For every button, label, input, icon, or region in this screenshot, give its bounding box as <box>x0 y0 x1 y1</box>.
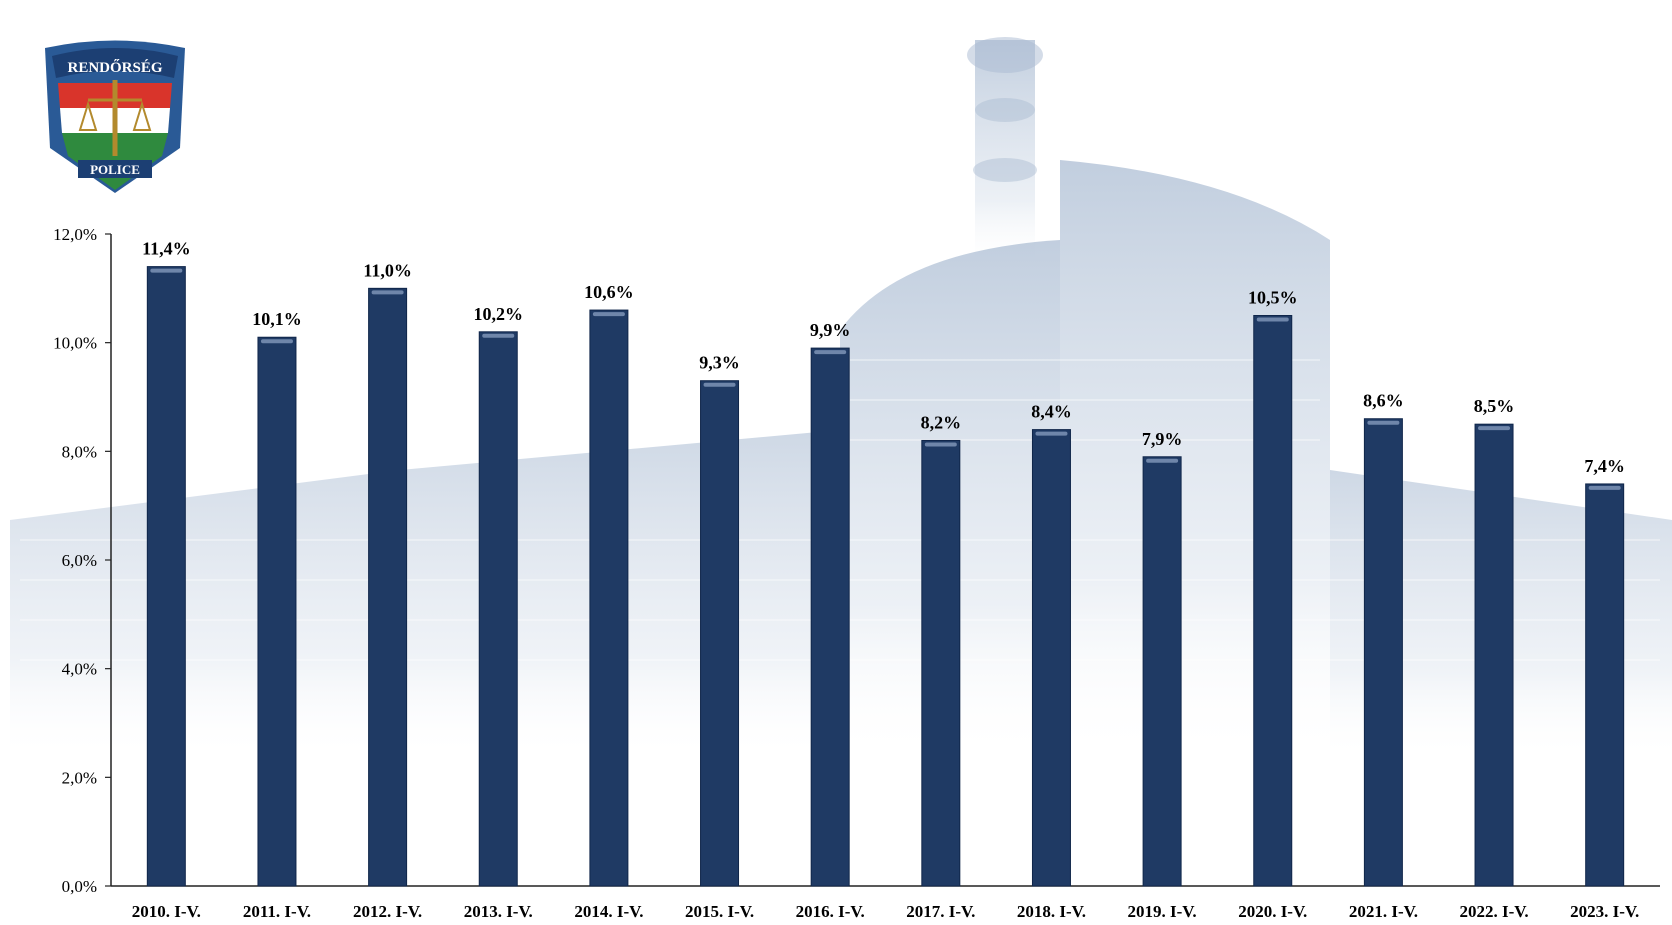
logo-bottom-text: POLICE <box>90 162 140 177</box>
logo-top-text: RENDŐRSÉG <box>67 59 162 76</box>
x-tick-label: 2011. I-V. <box>243 902 311 921</box>
bar <box>700 380 740 887</box>
x-tick-label: 2013. I-V. <box>464 902 533 921</box>
bar-top-highlight <box>814 350 847 355</box>
bar-top-highlight <box>1256 317 1289 322</box>
bar-top-highlight <box>482 333 515 338</box>
bar <box>478 331 518 887</box>
y-tick-label: 4,0% <box>62 660 97 679</box>
bar <box>1585 483 1625 887</box>
bar-top-highlight <box>703 382 736 387</box>
bar <box>146 266 186 887</box>
x-tick-label: 2012. I-V. <box>353 902 422 921</box>
bar-top-highlight <box>1588 485 1621 490</box>
x-tick-label: 2010. I-V. <box>132 902 201 921</box>
x-tick-label: 2018. I-V. <box>1017 902 1086 921</box>
y-tick-label: 10,0% <box>53 334 97 353</box>
y-tick-label: 6,0% <box>62 551 97 570</box>
data-label: 11,4% <box>142 239 191 259</box>
data-label: 7,9% <box>1142 429 1183 449</box>
bar-top-highlight <box>1146 458 1179 463</box>
bar <box>368 287 408 887</box>
bar <box>921 439 961 887</box>
bar-top-highlight <box>371 290 404 295</box>
x-tick-label: 2017. I-V. <box>906 902 975 921</box>
data-label: 8,4% <box>1031 402 1072 422</box>
data-label: 9,3% <box>699 353 740 373</box>
x-tick-label: 2021. I-V. <box>1349 902 1418 921</box>
bar-top-highlight <box>924 442 957 447</box>
data-labels: 11,4% 10,1% 11,0% 10,2% 10,6% 9,3% 9,9% 8,2% 8,4… <box>142 239 1625 476</box>
bar <box>1253 315 1293 887</box>
data-label: 8,6% <box>1363 391 1404 411</box>
y-tick-label: 12,0% <box>53 225 97 244</box>
bar <box>589 309 629 887</box>
data-label: 10,1% <box>252 309 302 329</box>
y-tick-label: 0,0% <box>62 877 97 896</box>
bar-top-highlight <box>592 312 625 317</box>
x-tick-label: 2015. I-V. <box>685 902 754 921</box>
bar <box>257 336 297 887</box>
x-tick-label: 2023. I-V. <box>1570 902 1639 921</box>
x-axis-labels: 2010. I-V. 2011. I-V. 2012. I-V. 2013. I-V.… <box>132 902 1639 921</box>
x-tick-label: 2019. I-V. <box>1128 902 1197 921</box>
data-label: 10,5% <box>1248 288 1298 308</box>
data-label: 11,0% <box>363 260 412 280</box>
data-label: 7,4% <box>1584 456 1625 476</box>
y-tick-label: 8,0% <box>62 442 97 461</box>
data-label: 10,6% <box>584 282 634 302</box>
data-label: 8,5% <box>1474 396 1515 416</box>
x-tick-label: 2016. I-V. <box>796 902 865 921</box>
x-tick-label: 2014. I-V. <box>574 902 643 921</box>
bar <box>1142 456 1182 887</box>
bar-top-highlight <box>1367 420 1400 425</box>
y-tick-label: 2,0% <box>62 768 97 787</box>
police-logo: RENDŐRSÉG POLICE <box>45 40 185 193</box>
x-tick-label: 2022. I-V. <box>1459 902 1528 921</box>
bar-series <box>146 266 1625 887</box>
y-axis-ticks: 0,0% 2,0% 4,0% 6,0% 8,0% 10,0% 12,0% <box>53 225 111 896</box>
data-label: 10,2% <box>474 304 524 324</box>
bar <box>1031 429 1071 887</box>
bar <box>1474 423 1514 887</box>
data-label: 9,9% <box>810 320 851 340</box>
bar-top-highlight <box>1478 426 1511 431</box>
bar <box>810 347 850 887</box>
data-label: 8,2% <box>921 412 962 432</box>
bar <box>1363 418 1403 887</box>
bar-top-highlight <box>1035 431 1068 436</box>
x-tick-label: 2020. I-V. <box>1238 902 1307 921</box>
bar-top-highlight <box>150 268 183 273</box>
bar-top-highlight <box>260 339 293 344</box>
